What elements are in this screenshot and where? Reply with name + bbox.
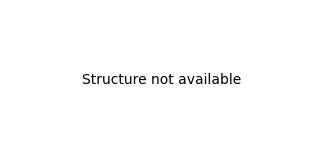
Text: Structure not available: Structure not available: [82, 73, 241, 87]
